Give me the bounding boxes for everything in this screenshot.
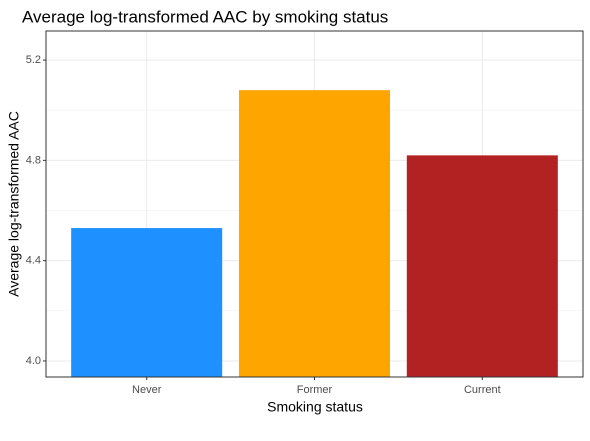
y-axis-title: Average log-transformed AAC — [6, 111, 22, 297]
bar — [406, 155, 558, 377]
chart-title: Average log-transformed AAC by smoking s… — [22, 7, 388, 26]
y-tick-label: 4.8 — [26, 154, 41, 166]
y-tick-label: 4.4 — [26, 255, 41, 267]
x-tick-label: Current — [464, 384, 501, 396]
x-tick-label: Former — [297, 384, 333, 396]
x-tick-label: Never — [132, 384, 162, 396]
panel-border — [45, 30, 584, 378]
bar — [71, 228, 223, 377]
x-axis-title: Smoking status — [267, 399, 363, 415]
y-tick-label: 4.0 — [26, 355, 41, 367]
bar — [238, 90, 391, 377]
y-tick-label: 5.2 — [26, 54, 41, 66]
